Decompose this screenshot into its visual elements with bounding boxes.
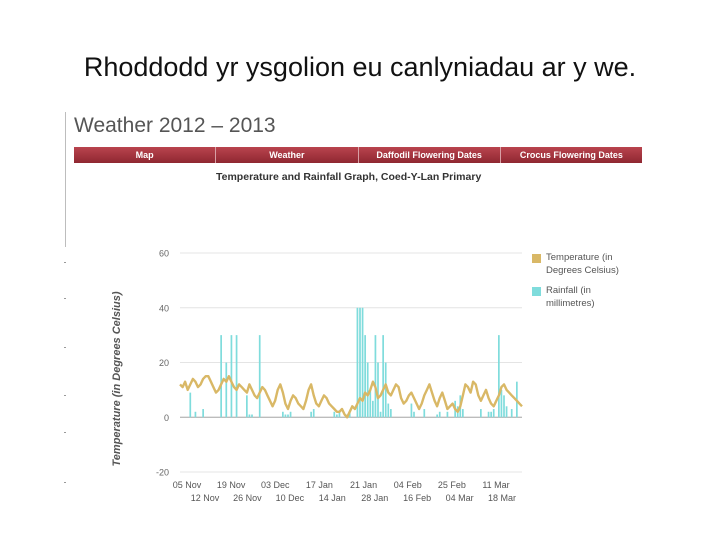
graph-title: Temperature and Rainfall Graph, Coed-Y-L… bbox=[216, 171, 482, 183]
rainfall-bar bbox=[492, 409, 495, 418]
x-tick-label: 17 Jan bbox=[306, 480, 333, 490]
x-axis: 05 Nov 19 Nov 03 Dec 17 Jan 21 Jan 04 Feb 25 F… bbox=[173, 480, 516, 503]
rainfall-bar bbox=[384, 362, 387, 418]
rainfall-bar bbox=[480, 409, 482, 418]
rainfall-bar bbox=[498, 335, 500, 418]
nav-tab-weather[interactable]: Weather bbox=[216, 147, 359, 163]
nav-tab-crocus-dates[interactable]: Crocus Flowering Dates bbox=[519, 150, 623, 160]
x-tick-label: 16 Feb bbox=[403, 493, 431, 503]
rainfall-bar bbox=[310, 411, 312, 418]
margin-tick bbox=[64, 347, 66, 348]
nav-tab-map[interactable]: Map bbox=[74, 147, 217, 163]
rainfall-bar bbox=[235, 335, 238, 418]
rainfall-bar bbox=[446, 411, 449, 418]
rainfall-bar bbox=[500, 389, 503, 418]
rainfall-bar bbox=[356, 307, 359, 418]
rainfall-bar bbox=[487, 411, 490, 418]
rainfall-bar bbox=[510, 409, 513, 418]
rainfall-bar bbox=[189, 392, 192, 418]
rainfall-bar bbox=[225, 362, 228, 418]
rainfall-bar bbox=[410, 403, 413, 418]
rainfall-bar bbox=[251, 414, 253, 418]
x-tick-label: 25 Feb bbox=[438, 480, 466, 490]
margin-tick bbox=[64, 395, 66, 396]
rainfall-bar bbox=[505, 406, 508, 418]
page-heading: Weather 2012 – 2013 bbox=[74, 114, 276, 137]
rainfall-bar bbox=[202, 409, 204, 418]
x-tick-label: 14 Jan bbox=[319, 493, 346, 503]
x-tick-label: 05 Nov bbox=[173, 480, 202, 490]
rainfall-bar bbox=[379, 411, 382, 418]
rainfall-bar bbox=[413, 411, 415, 418]
y-tick-label: 40 bbox=[159, 303, 169, 313]
rainfall-bar bbox=[248, 414, 251, 418]
left-divider bbox=[65, 112, 66, 247]
x-tick-label: 12 Nov bbox=[191, 493, 220, 503]
margin-tick bbox=[64, 482, 66, 483]
margin-tick bbox=[64, 298, 66, 299]
legend-rainfall[interactable]: Rainfall (in millimetres) bbox=[532, 285, 632, 310]
y-axis-label: Temperature (in Degrees Celsius) bbox=[111, 291, 123, 466]
rainfall-bar bbox=[438, 411, 441, 418]
rainfall-swatch bbox=[532, 287, 541, 296]
rainfall-bar bbox=[369, 389, 372, 418]
x-tick-label: 04 Mar bbox=[446, 493, 474, 503]
rainfall-bar bbox=[490, 411, 492, 418]
legend-temperature[interactable]: Temperature (in Degrees Celsius) bbox=[532, 252, 632, 277]
nav-bar: Map Weather Daffodil Flowering Dates Cro… bbox=[74, 147, 642, 163]
legend-rainfall-label: Rainfall (in millimetres) bbox=[546, 285, 595, 309]
temperature-rainfall-chart: 60 40 20 0 -20 05 Nov 19 Nov 03 Dec 17 Jan 21 Ja… bbox=[111, 249, 523, 503]
rainfall-bar bbox=[338, 411, 341, 418]
x-tick-label: 10 Dec bbox=[276, 493, 305, 503]
y-tick-label: -20 bbox=[156, 468, 169, 478]
x-tick-label: 26 Nov bbox=[233, 493, 262, 503]
x-tick-label: 28 Jan bbox=[361, 493, 388, 503]
slide-title: Rhoddodd yr ysgolion eu canlyniadau ar y… bbox=[83, 52, 637, 82]
y-tick-label: 0 bbox=[164, 413, 169, 423]
temperature-swatch bbox=[532, 254, 541, 263]
x-tick-label: 19 Nov bbox=[217, 480, 246, 490]
rainfall-bar bbox=[287, 414, 289, 418]
rainfall-bar bbox=[462, 409, 464, 418]
rainfall-bar bbox=[194, 411, 197, 418]
rainfall-bar bbox=[366, 362, 369, 418]
rainfall-bar bbox=[282, 411, 284, 418]
rainfall-bar bbox=[364, 335, 366, 418]
rainfall-bar bbox=[246, 395, 248, 418]
chart-legend: Temperature (in Degrees Celsius) Rainfal… bbox=[532, 252, 632, 318]
x-tick-label: 04 Feb bbox=[394, 480, 422, 490]
y-tick-label: 60 bbox=[159, 249, 169, 259]
rainfall-bar bbox=[423, 409, 426, 418]
rainfall-bar bbox=[230, 335, 233, 418]
rainfall-bar bbox=[361, 307, 364, 418]
rainfall-bar bbox=[436, 414, 438, 418]
nav-tab-daffodil-dates[interactable]: Daffodil Flowering Dates bbox=[359, 147, 501, 163]
rainfall-bar bbox=[336, 414, 338, 418]
rainfall-bar bbox=[289, 411, 292, 418]
legend-temperature-label: Temperature (in Degrees Celsius) bbox=[546, 252, 619, 276]
y-tick-label: 20 bbox=[159, 358, 169, 368]
rainfall-bar bbox=[387, 403, 390, 418]
temperature-line bbox=[179, 374, 523, 419]
x-tick-label: 11 Mar bbox=[482, 480, 509, 490]
x-tick-label: 18 Mar bbox=[488, 493, 516, 503]
rainfall-bar bbox=[258, 335, 261, 418]
y-axis: 60 40 20 0 -20 bbox=[156, 249, 169, 478]
margin-tick bbox=[64, 262, 66, 263]
x-tick-label: 21 Jan bbox=[350, 480, 377, 490]
rainfall-bar bbox=[220, 335, 222, 418]
rainfall-bar bbox=[382, 335, 384, 418]
rainfall-bar bbox=[312, 409, 315, 418]
margin-tick bbox=[64, 432, 66, 433]
temperature-series-line bbox=[179, 374, 523, 419]
rainfall-bar bbox=[284, 414, 287, 418]
rainfall-bar bbox=[390, 409, 392, 418]
rainfall-bar bbox=[372, 400, 374, 418]
rainfall-bar bbox=[333, 411, 336, 418]
rainfall-bar bbox=[377, 362, 379, 418]
rainfall-bar bbox=[359, 307, 361, 418]
rainfall-bar bbox=[374, 335, 377, 418]
x-tick-label: 03 Dec bbox=[261, 480, 290, 490]
rainfall-bar bbox=[503, 395, 505, 418]
